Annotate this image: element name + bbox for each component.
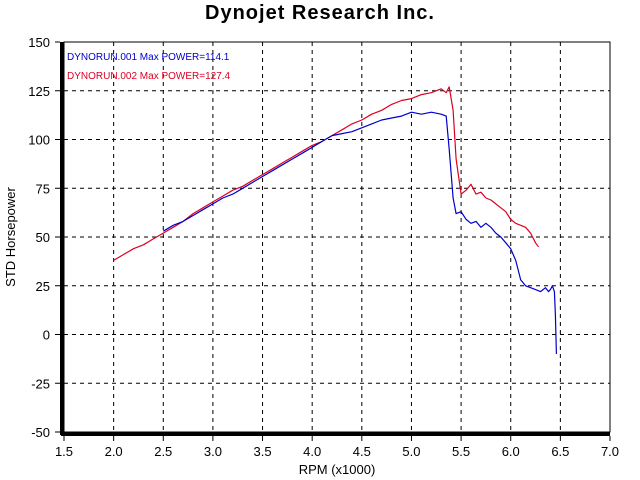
- x-tick-label: 3.0: [204, 444, 222, 459]
- y-tick-label: 150: [28, 35, 50, 50]
- y-axis-label: STD Horsepower: [3, 186, 18, 286]
- y-axis-ticks: -50 -25 0 25 50 75 100 125 150: [28, 35, 60, 440]
- plot-frame: [60, 41, 611, 436]
- x-axis-label: RPM (x1000): [299, 462, 376, 477]
- y-tick-label: 25: [36, 279, 50, 294]
- x-tick-label: 2.0: [105, 444, 123, 459]
- y-tick-label: 100: [28, 133, 50, 148]
- grid-layer: [64, 42, 610, 432]
- legend: DYNORUN.001 Max POWER=114.1 DYNORUN.002 M…: [67, 52, 231, 82]
- x-tick-label: 6.5: [551, 444, 569, 459]
- x-tick-label: 7.0: [601, 444, 619, 459]
- y-tick-label: -50: [31, 425, 50, 440]
- x-tick-label: 6.0: [502, 444, 520, 459]
- y-tick-label: 75: [36, 181, 50, 196]
- y-tick-label: 125: [28, 84, 50, 99]
- series-line-dynorun-002: [113, 86, 539, 261]
- x-tick-label: 4.5: [353, 444, 371, 459]
- y-tick-label: 50: [36, 230, 50, 245]
- x-tick-label: 5.0: [402, 444, 420, 459]
- legend-entry: DYNORUN.001 Max POWER=114.1: [67, 52, 230, 63]
- series-line-dynorun-001: [162, 111, 557, 355]
- chart-title: Dynojet Research Inc.: [205, 2, 435, 24]
- x-tick-label: 1.5: [55, 444, 73, 459]
- x-tick-label: 3.5: [254, 444, 272, 459]
- x-axis-ticks: 1.5 2.0 2.5 3.0 3.5 4.0 4.5 5.0 5.5 6.0 6.5 7.0: [55, 436, 619, 459]
- series-layer: [113, 86, 557, 355]
- x-tick-label: 5.5: [452, 444, 470, 459]
- y-tick-label: 0: [43, 328, 50, 343]
- legend-entry: DYNORUN.002 Max POWER=127.4: [67, 71, 231, 82]
- x-tick-label: 4.0: [303, 444, 321, 459]
- x-tick-label: 2.5: [154, 444, 172, 459]
- y-tick-label: -25: [31, 376, 50, 391]
